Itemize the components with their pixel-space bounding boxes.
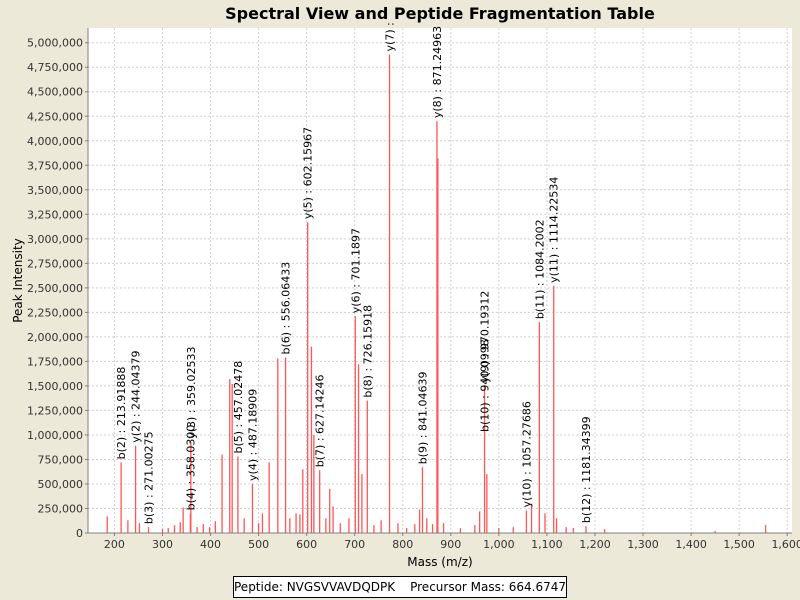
x-tick-label: 400 [200,538,221,551]
x-tick-label: 900 [440,538,461,551]
peak-annotation: b(4) : 358.0300 [184,425,197,511]
y-tick-label: 2,250,000 [27,306,83,319]
y-tick-label: 2,750,000 [27,257,83,270]
peak-annotation: y(10) : 1057.27686 [520,401,533,507]
y-tick-label: 3,500,000 [27,184,83,197]
y-tick-label: 4,500,000 [27,86,83,99]
peak-annotation: b(11) : 1084.2002 [533,219,546,319]
x-tick-label: 200 [104,538,125,551]
y-axis-label: Peak Intensity [11,238,25,323]
x-tick-label: 600 [296,538,317,551]
x-tick-label: 1,100 [531,538,563,551]
y-tick-label: 500,000 [38,478,84,491]
peak-annotation: b(2) : 213.91888 [115,367,128,460]
peak-annotation: b(8) : 726.15918 [361,305,374,398]
peak-annotation: y(4) : 487.18909 [246,389,259,481]
x-tick-label: 1,400 [675,538,707,551]
peptide-label: Peptide: NVGSVVAVDQDPK [234,580,396,594]
y-tick-label: 2,500,000 [27,282,83,295]
peak-annotation: y(3) : 359.02533 [185,347,198,439]
peak-annotation: b(10) : 940.0998 [479,339,492,432]
y-tick-label: 2,000,000 [27,331,83,344]
y-tick-label: 3,250,000 [27,208,83,221]
y-tick-label: 4,250,000 [27,110,83,123]
y-tick-label: 1,000,000 [27,429,83,442]
x-tick-label: 300 [152,538,173,551]
peak-annotation: b(12) : 1181.34399 [580,416,593,523]
y-tick-label: 1,250,000 [27,404,83,417]
y-tick-label: 3,000,000 [27,233,83,246]
y-tick-label: 4,750,000 [27,61,83,74]
x-tick-label: 500 [248,538,269,551]
y-tick-label: 750,000 [38,453,84,466]
peak-annotation: b(5) : 457.02478 [232,361,245,454]
peak-annotation: y(6) : 701.1897 [349,228,362,313]
y-tick-label: 250,000 [38,502,84,515]
x-tick-label: 1,500 [723,538,755,551]
peak-annotation: y(11) : 1114.22534 [548,177,561,283]
y-tick-label: 0 [76,527,83,540]
x-tick-label: 800 [392,538,413,551]
peak-annotation: y(7) : [384,22,397,51]
precursor-mass-label: Precursor Mass: 664.6747 [410,580,566,594]
x-tick-label: 1,000 [483,538,515,551]
peak-annotation: b(7) : 627.14246 [314,374,327,467]
peak-annotation: y(8) : 871.24963 [431,26,444,118]
y-tick-label: 4,000,000 [27,135,83,148]
x-tick-label: 700 [344,538,365,551]
peak-annotation: b(6) : 556.06433 [280,262,293,355]
y-tick-label: 3,750,000 [27,159,83,172]
peptide-info-box: Peptide: NVGSVVAVDQDPK Precursor Mass: 6… [233,576,567,598]
x-tick-label: 1,200 [579,538,611,551]
peak-annotation: y(9) : 970.19312 [479,291,492,383]
x-tick-label: 1,600 [771,538,800,551]
peak-annotation: b(3) : 271.00275 [143,431,156,524]
peak-annotation: b(9) : 841.04639 [416,372,429,465]
plot-area [88,28,792,533]
chart-title: Spectral View and Peptide Fragmentation … [225,4,655,23]
y-tick-label: 1,500,000 [27,380,83,393]
x-tick-label: 1,300 [627,538,659,551]
y-tick-label: 5,000,000 [27,37,83,50]
peak-annotation: y(2) : 244.04379 [130,350,143,442]
peak-annotation: y(5) : 602.15967 [302,127,315,219]
y-tick-label: 1,750,000 [27,355,83,368]
x-axis-label: Mass (m/z) [407,555,472,569]
